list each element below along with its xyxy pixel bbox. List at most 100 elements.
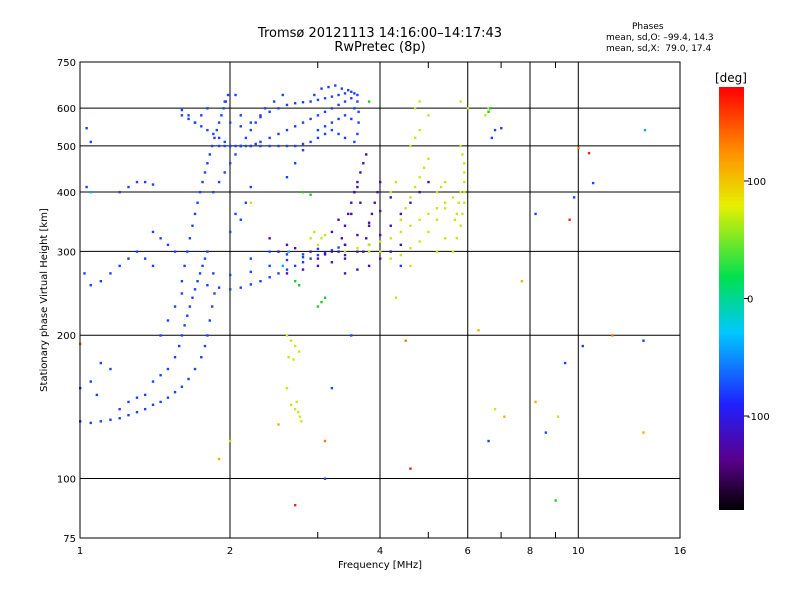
data-point <box>343 114 347 117</box>
data-point <box>249 201 253 204</box>
data-point <box>201 264 204 268</box>
y-tick-label: 500 <box>57 142 76 153</box>
data-point <box>293 247 297 250</box>
data-point <box>89 284 92 287</box>
data-point <box>208 319 211 322</box>
data-point <box>409 467 412 470</box>
data-point <box>463 201 466 204</box>
data-point <box>206 334 209 337</box>
data-point <box>166 367 170 371</box>
data-point <box>379 180 382 184</box>
data-point <box>298 415 302 418</box>
data-point <box>323 233 327 237</box>
data-point <box>109 418 112 421</box>
data-point <box>173 305 177 308</box>
data-point <box>249 270 253 274</box>
y-tick-label: 100 <box>57 475 76 486</box>
data-point <box>323 125 327 128</box>
data-point <box>173 356 177 359</box>
data-point <box>135 410 139 414</box>
data-point <box>323 296 327 299</box>
data-point <box>301 142 305 146</box>
y-tick-labels: 75 100 200 300 400 500 600 750 <box>57 58 76 545</box>
data-point <box>186 314 189 317</box>
data-point <box>443 237 447 240</box>
data-point <box>277 250 280 253</box>
grid-lines <box>80 62 680 538</box>
data-point <box>313 230 316 234</box>
data-point <box>285 334 289 337</box>
data-point <box>500 127 503 130</box>
data-point <box>642 339 645 342</box>
data-point <box>356 233 359 237</box>
data-point <box>350 212 353 216</box>
x-tick-label: 2 <box>227 546 233 557</box>
data-point <box>463 190 466 194</box>
data-point <box>487 110 490 114</box>
data-point <box>180 114 184 117</box>
phase-stats-o: mean, sd,O: –99.4, 14.3 <box>606 33 714 43</box>
data-point <box>461 212 464 216</box>
data-point <box>362 250 365 253</box>
chart-title-line1: Tromsø 20121113 14:16:00–14:17:43 <box>257 26 503 41</box>
data-point <box>206 128 209 132</box>
data-point <box>210 144 214 148</box>
data-point <box>534 212 537 216</box>
data-point <box>239 125 242 128</box>
data-point <box>215 128 219 132</box>
data-point <box>223 100 226 103</box>
data-point <box>159 374 162 377</box>
data-point <box>293 503 297 507</box>
data-point <box>285 258 289 262</box>
data-point <box>534 400 537 404</box>
data-point <box>316 98 320 102</box>
data-point <box>143 180 147 184</box>
data-point <box>295 400 298 404</box>
data-point <box>356 93 359 97</box>
data-point <box>180 280 184 283</box>
data-point <box>389 190 392 194</box>
data-point <box>451 250 455 253</box>
data-point <box>193 367 197 371</box>
data-point <box>572 196 576 199</box>
data-point <box>435 250 439 253</box>
data-point <box>487 439 490 443</box>
data-point <box>151 403 155 406</box>
data-point <box>323 132 327 136</box>
data-point <box>301 148 305 152</box>
data-point <box>83 272 86 275</box>
data-point <box>249 257 253 260</box>
data-point <box>337 93 340 97</box>
data-point <box>409 201 412 204</box>
data-point <box>343 253 347 257</box>
data-point <box>365 153 368 156</box>
data-point <box>244 201 248 204</box>
data-point <box>301 190 305 194</box>
data-point <box>320 87 323 90</box>
data-point <box>187 377 190 381</box>
data-point <box>463 171 466 174</box>
data-point <box>490 136 494 140</box>
data-point <box>394 296 398 299</box>
data-point <box>316 257 320 260</box>
data-point <box>422 166 426 169</box>
data-point <box>234 153 237 156</box>
data-point <box>459 100 462 103</box>
data-point <box>357 121 360 124</box>
data-point <box>337 103 340 107</box>
data-point <box>581 344 584 348</box>
data-point <box>89 421 92 425</box>
data-point <box>166 319 170 322</box>
data-point <box>89 140 92 144</box>
data-point <box>418 128 421 132</box>
data-point <box>367 221 371 224</box>
colorbar-tick-label: 100 <box>747 177 766 188</box>
data-point <box>301 268 305 271</box>
data-point <box>186 250 189 253</box>
data-point <box>285 128 289 132</box>
data-point <box>356 132 359 136</box>
data-point <box>309 193 312 196</box>
data-point <box>443 180 447 184</box>
data-point <box>343 257 347 260</box>
data-point <box>268 136 271 140</box>
